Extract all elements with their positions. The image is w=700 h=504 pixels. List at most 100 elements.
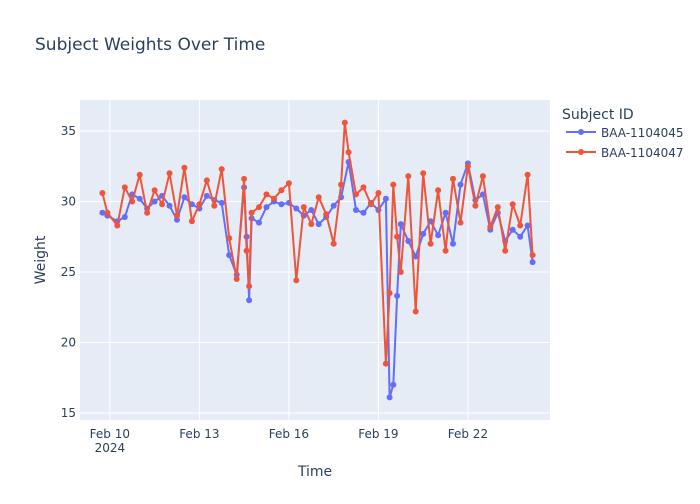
series-layer [99,119,536,401]
data-point [390,381,397,388]
data-point [121,184,128,191]
data-point [368,201,374,208]
data-point [203,177,210,184]
data-point [226,235,233,242]
data-point [271,195,277,202]
x-tick-label: Feb 16 [269,427,309,441]
legend-item-series-2[interactable]: BAA-1104047 [566,146,684,160]
data-point [509,201,516,208]
data-point [256,204,262,211]
y-tick-label: 20 [61,335,76,349]
data-point [151,198,158,205]
legend-title: Subject ID [562,107,634,123]
legend-marker-series-2 [578,149,584,155]
data-point [129,198,136,205]
data-point [390,181,397,188]
data-point [360,184,367,191]
data-point [136,171,143,178]
data-point [502,247,509,254]
data-point [457,219,464,226]
data-point [509,226,516,233]
data-point [450,240,456,247]
data-point [121,214,128,220]
data-point [151,187,158,194]
data-point [420,230,427,237]
data-point [166,202,173,209]
data-point [382,195,389,202]
data-point [427,240,434,247]
y-axis-title: Weight [33,235,49,284]
data-point [308,207,315,213]
data-point [405,173,412,180]
data-point [293,277,300,284]
grid-layer [80,100,550,420]
legend-marker-series-1 [578,129,584,135]
y-tick-label: 30 [61,194,76,208]
data-point [203,192,210,199]
data-point [308,221,315,228]
data-point [382,360,389,367]
data-point [293,205,300,212]
data-point [243,247,250,254]
data-point [442,209,449,216]
data-point [457,181,464,188]
data-point [315,194,322,201]
x-tick-label: Feb 19 [358,427,398,441]
data-point [114,222,121,229]
x-tick-label: Feb 13 [179,427,219,441]
x-tick-sublabel: 2024 [95,441,126,455]
data-point [300,204,307,211]
data-point [487,223,494,230]
data-point [529,259,536,266]
data-point [233,276,240,282]
data-point [386,290,393,297]
legend-label-series-1: BAA-1104045 [601,126,684,140]
data-point [174,216,180,223]
data-point [517,222,524,229]
data-point [341,119,348,126]
data-point [188,218,195,225]
data-point [450,175,456,182]
x-tick-label: Feb 10 [90,427,130,441]
series-line-2 [101,121,534,365]
data-point [338,181,345,188]
legend-item-series-1[interactable]: BAA-1104045 [566,126,684,140]
data-point [375,190,382,196]
data-point [394,292,401,299]
data-point [256,219,262,226]
data-point [360,209,367,216]
data-point [174,212,180,219]
data-point [412,308,419,315]
data-point [464,163,471,170]
data-point [226,252,233,259]
data-point [353,191,359,198]
data-point [181,194,188,201]
data-point [241,175,248,182]
data-point [246,297,253,304]
data-point [479,173,486,180]
chart-title: Subject Weights Over Time [35,35,265,55]
data-point [159,201,166,208]
data-point [285,180,292,187]
data-point [405,238,412,244]
data-point [412,253,419,260]
data-point [524,171,531,178]
series-2 [99,119,536,367]
data-point [386,394,393,401]
y-tick-label: 35 [61,124,76,138]
legend-label-series-2: BAA-1104047 [601,146,684,160]
data-point [524,222,531,229]
data-point [196,201,203,208]
data-point [278,187,285,194]
data-point [315,221,322,228]
data-point [442,247,449,254]
data-point [435,232,442,239]
data-point [323,211,330,218]
data-point [144,209,151,216]
y-tick-label: 25 [61,265,76,279]
x-axis-title: Time [297,464,332,480]
x-tick-label: Feb 22 [448,427,488,441]
legend: Subject ID BAA-1104045 BAA-1104047 [562,107,684,160]
data-point [218,166,225,173]
data-point [218,199,225,206]
